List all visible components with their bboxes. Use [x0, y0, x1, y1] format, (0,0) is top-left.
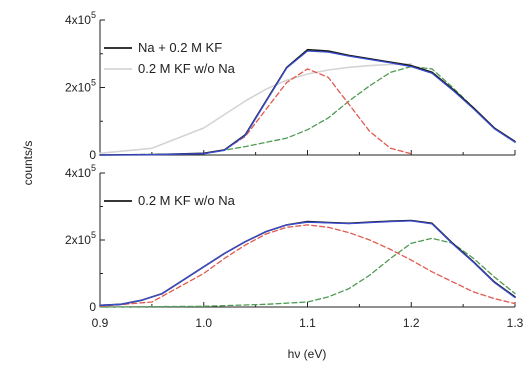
y-tick-exponent: 5 — [91, 230, 96, 240]
series-fit-line — [99, 50, 516, 156]
y-tick-exponent: 5 — [91, 163, 96, 173]
series-red-line — [99, 224, 516, 307]
legend-label: Na + 0.2 M KF — [138, 40, 222, 55]
panel-1: 0 2x105 4x105 Na + 0.2 M KF 0.2 M KF w/o Na — [65, 10, 516, 162]
series-green-line — [99, 65, 516, 156]
y-tick-label: 0 — [89, 148, 96, 162]
series-fit-line — [99, 220, 516, 306]
x-tick-label: 1.0 — [195, 316, 212, 330]
y-tick-label: 4x105 — [65, 163, 96, 180]
y-tick-label: 2x105 — [65, 78, 96, 95]
series-green-line — [99, 237, 516, 308]
y-tick-exponent: 5 — [91, 78, 96, 88]
y-axis-label: counts/s — [21, 141, 35, 186]
y-tick-label: 2x105 — [65, 230, 96, 247]
x-tick-label: 1.2 — [403, 316, 420, 330]
y-tick-label: 4x105 — [65, 10, 96, 27]
series-data-line — [99, 219, 516, 307]
series-reference-line — [99, 63, 413, 155]
x-tick-label: 1.1 — [299, 316, 316, 330]
x-axis-label: hν (eV) — [288, 347, 327, 361]
y-tick-exponent: 5 — [91, 10, 96, 20]
x-tick-label: 1.3 — [507, 316, 524, 330]
legend-label: 0.2 M KF w/o Na — [138, 61, 236, 76]
x-tick-label: 0.9 — [92, 316, 109, 330]
legend-label: 0.2 M KF w/o Na — [138, 193, 236, 208]
panel-2: 0 2x105 4x105 0.2 M KF w/o Na — [65, 163, 516, 314]
y-tick-label: 0 — [89, 300, 96, 314]
series-red-line — [203, 68, 412, 155]
